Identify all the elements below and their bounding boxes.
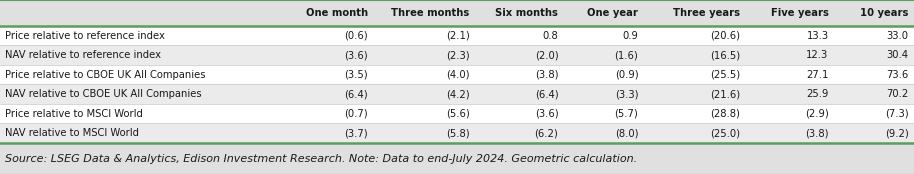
Text: (16.5): (16.5)	[709, 50, 739, 60]
Text: (2.0): (2.0)	[535, 50, 558, 60]
Text: (5.8): (5.8)	[446, 128, 470, 138]
Text: Price relative to MSCI World: Price relative to MSCI World	[5, 109, 143, 119]
Text: 0.8: 0.8	[543, 30, 558, 41]
Text: (0.6): (0.6)	[345, 30, 368, 41]
Bar	[0, 65, 914, 84]
Text: 70.2: 70.2	[887, 89, 909, 99]
Text: (25.5): (25.5)	[709, 70, 739, 80]
Text: (6.4): (6.4)	[345, 89, 368, 99]
Bar	[0, 104, 914, 124]
Text: (0.9): (0.9)	[615, 70, 638, 80]
Text: (3.6): (3.6)	[535, 109, 558, 119]
Text: (3.8): (3.8)	[535, 70, 558, 80]
Text: (28.8): (28.8)	[710, 109, 739, 119]
Text: (1.6): (1.6)	[614, 50, 638, 60]
Text: (6.4): (6.4)	[535, 89, 558, 99]
Text: (3.7): (3.7)	[345, 128, 368, 138]
Text: 27.1: 27.1	[806, 70, 828, 80]
Text: (4.2): (4.2)	[446, 89, 470, 99]
Text: (7.3): (7.3)	[885, 109, 909, 119]
Text: NAV relative to MSCI World: NAV relative to MSCI World	[5, 128, 140, 138]
Bar	[0, 26, 914, 45]
Text: (8.0): (8.0)	[615, 128, 638, 138]
Text: Price relative to CBOE UK All Companies: Price relative to CBOE UK All Companies	[5, 70, 206, 80]
Text: (25.0): (25.0)	[710, 128, 739, 138]
Text: (20.6): (20.6)	[710, 30, 739, 41]
Text: 12.3: 12.3	[806, 50, 828, 60]
Bar	[0, 0, 914, 26]
Bar	[0, 143, 914, 174]
Text: Six months: Six months	[495, 8, 558, 18]
Text: (0.7): (0.7)	[345, 109, 368, 119]
Text: Price relative to reference index: Price relative to reference index	[5, 30, 165, 41]
Text: (4.0): (4.0)	[446, 70, 470, 80]
Text: (2.3): (2.3)	[446, 50, 470, 60]
Bar	[0, 45, 914, 65]
Text: 73.6: 73.6	[887, 70, 909, 80]
Text: (3.6): (3.6)	[345, 50, 368, 60]
Text: 33.0: 33.0	[887, 30, 909, 41]
Text: One month: One month	[306, 8, 368, 18]
Text: (6.2): (6.2)	[535, 128, 558, 138]
Text: (5.7): (5.7)	[614, 109, 638, 119]
Text: 10 years: 10 years	[860, 8, 909, 18]
Text: 13.3: 13.3	[806, 30, 828, 41]
Text: Three years: Three years	[673, 8, 739, 18]
Bar	[0, 84, 914, 104]
Text: (9.2): (9.2)	[885, 128, 909, 138]
Text: (21.6): (21.6)	[709, 89, 739, 99]
Text: 25.9: 25.9	[806, 89, 828, 99]
Bar	[0, 124, 914, 143]
Text: (3.5): (3.5)	[345, 70, 368, 80]
Text: (2.1): (2.1)	[446, 30, 470, 41]
Text: NAV relative to CBOE UK All Companies: NAV relative to CBOE UK All Companies	[5, 89, 202, 99]
Text: (3.8): (3.8)	[805, 128, 828, 138]
Text: NAV relative to reference index: NAV relative to reference index	[5, 50, 162, 60]
Text: 30.4: 30.4	[887, 50, 909, 60]
Text: Three months: Three months	[391, 8, 470, 18]
Text: Five years: Five years	[771, 8, 828, 18]
Text: Source: LSEG Data & Analytics, Edison Investment Research. Note: Data to end-Jul: Source: LSEG Data & Analytics, Edison In…	[5, 153, 638, 164]
Text: (3.3): (3.3)	[615, 89, 638, 99]
Text: (5.6): (5.6)	[446, 109, 470, 119]
Text: 0.9: 0.9	[622, 30, 638, 41]
Text: (2.9): (2.9)	[805, 109, 828, 119]
Text: One year: One year	[588, 8, 638, 18]
